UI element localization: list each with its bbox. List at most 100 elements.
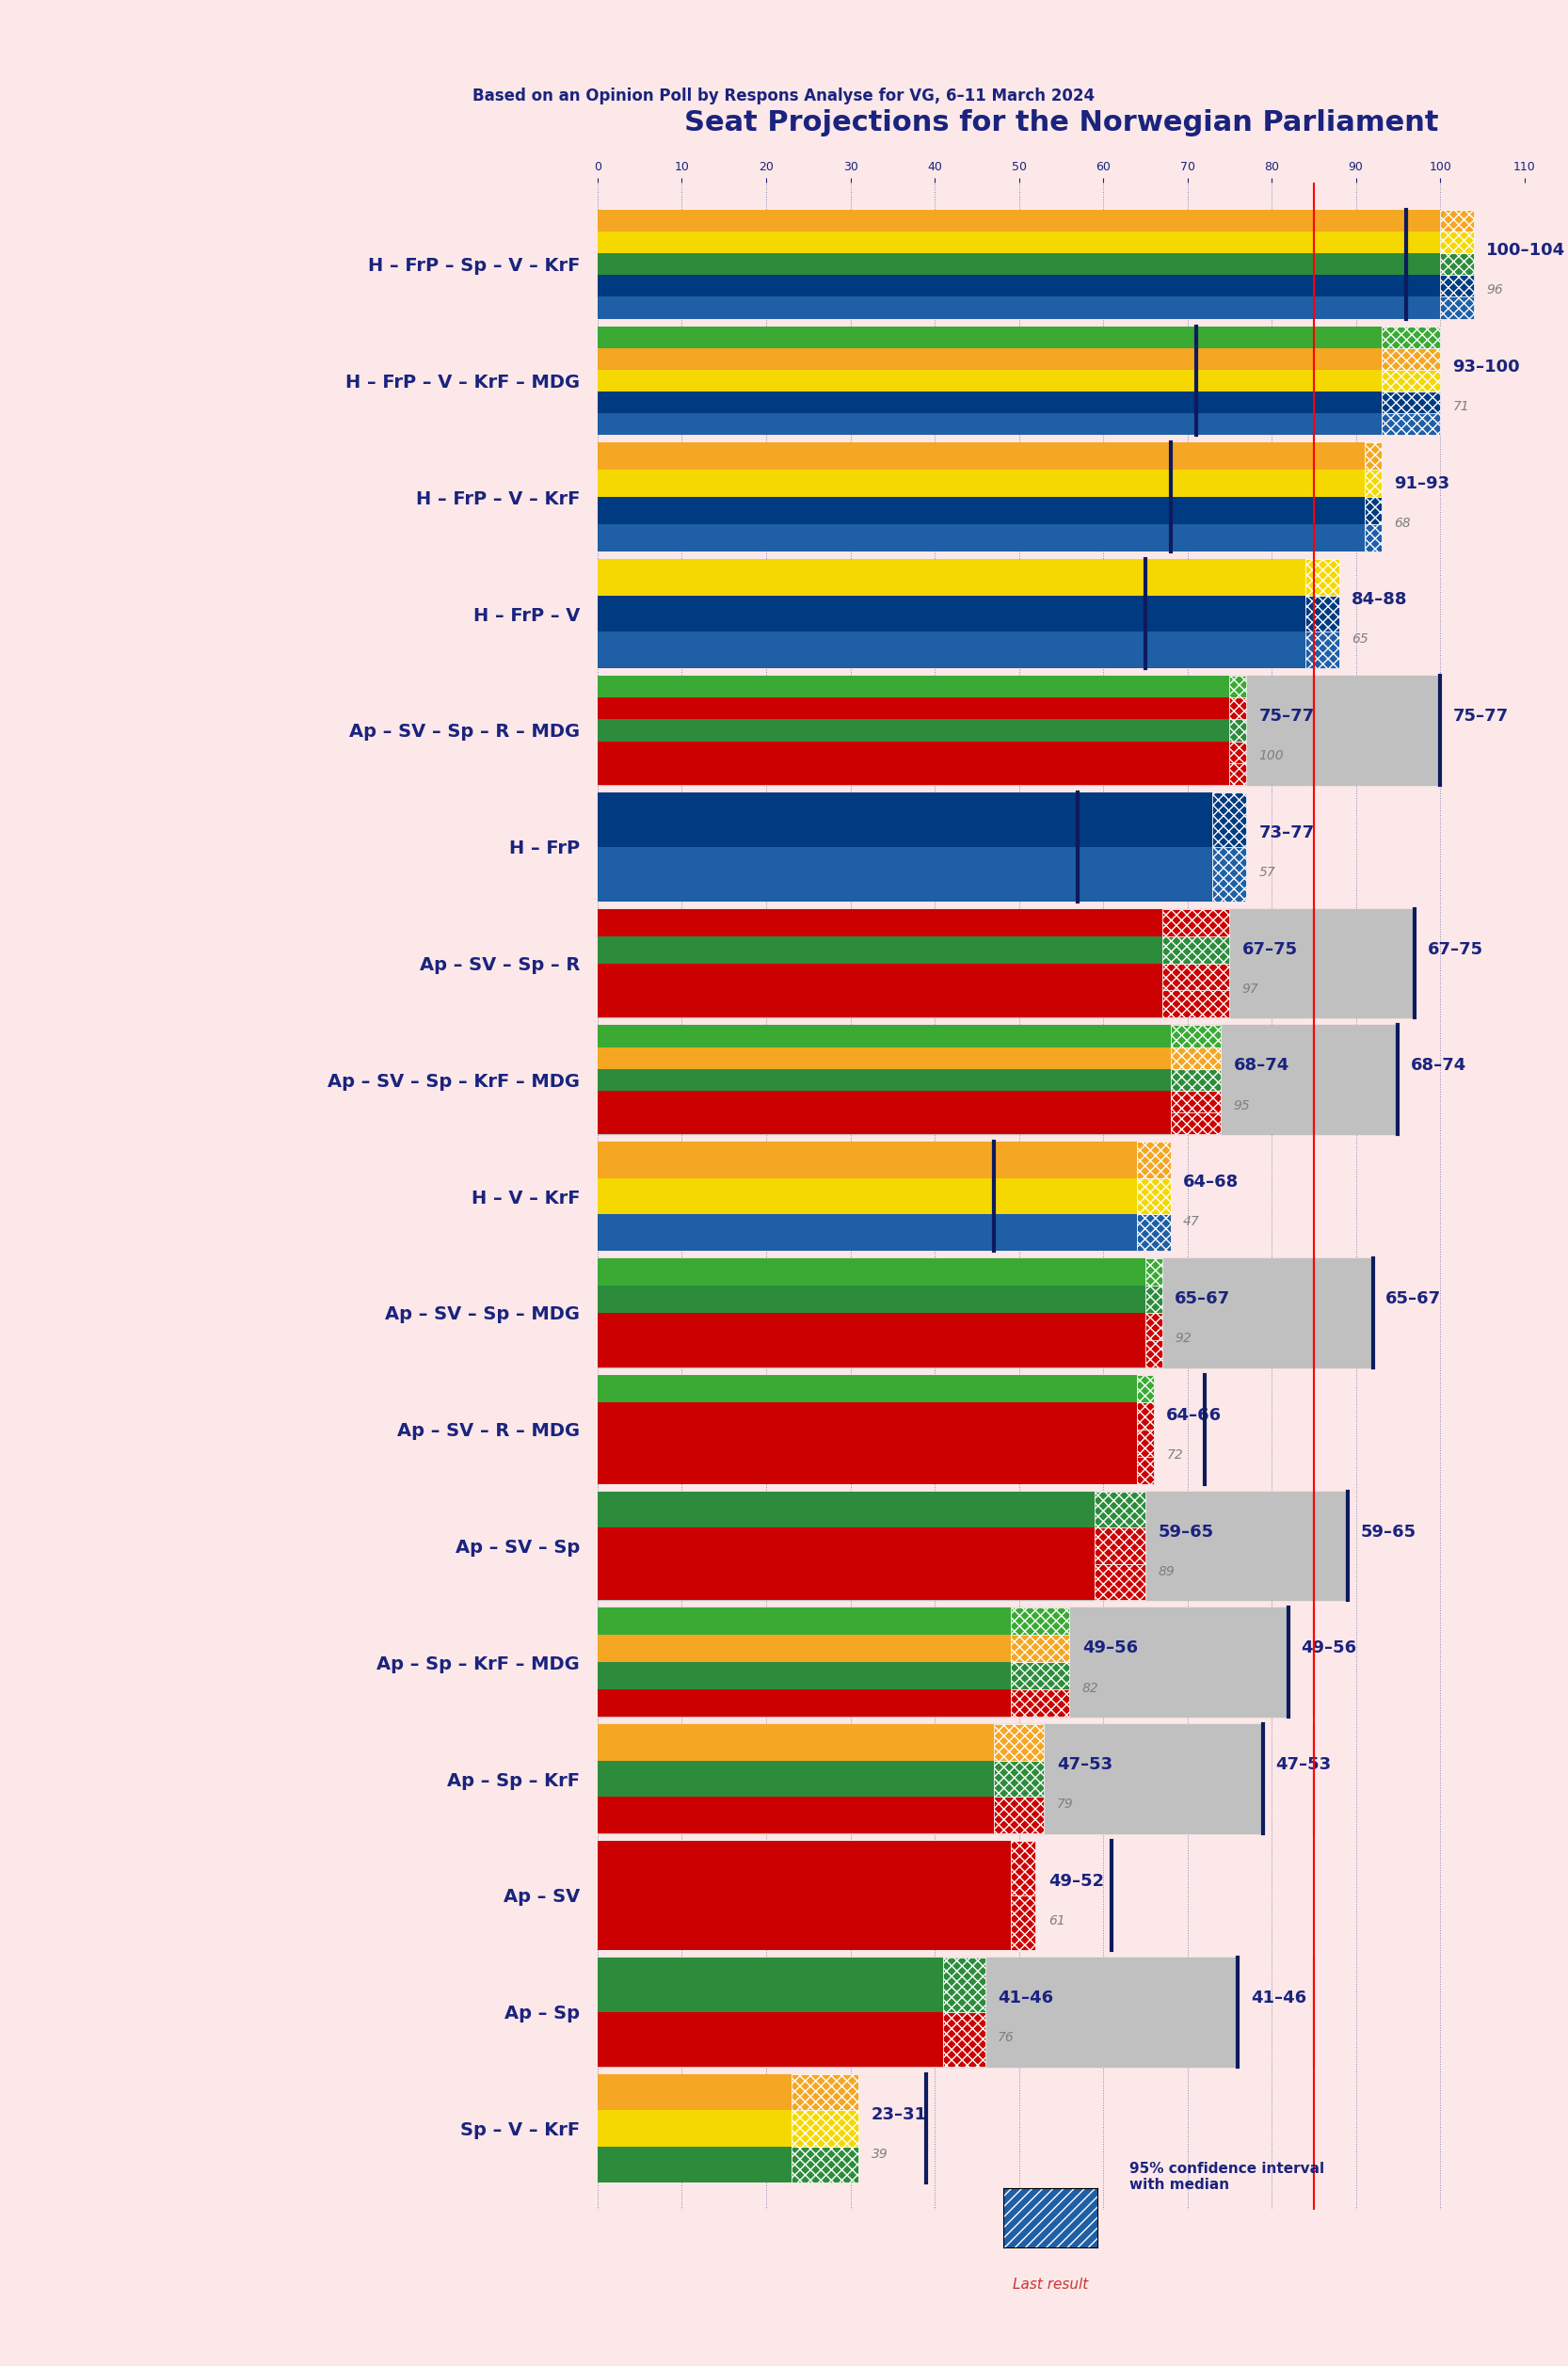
Bar (597, 1214, 1137, 1252)
Text: 100–104: 100–104 (1486, 241, 1566, 258)
Bar (1305, 632, 1339, 667)
Text: 67–75: 67–75 (1242, 942, 1298, 958)
Text: 41–46: 41–46 (997, 1990, 1054, 2006)
Bar (1145, 1339, 1162, 1368)
Bar (597, 1725, 994, 1760)
Bar (1439, 296, 1474, 319)
Bar (1171, 1048, 1221, 1069)
Bar (597, 1663, 1010, 1689)
Bar (1137, 1178, 1171, 1214)
Bar (597, 211, 1439, 232)
Text: 68–74: 68–74 (1234, 1058, 1289, 1074)
Bar (597, 677, 1229, 698)
Bar (597, 1491, 1094, 1528)
Bar (597, 1609, 1010, 1635)
Text: Last result: Last result (1013, 2276, 1088, 2290)
Bar (597, 677, 1439, 786)
Bar (1381, 348, 1439, 369)
Bar (994, 1798, 1044, 1834)
Bar (1171, 1112, 1221, 1133)
Bar (1010, 1689, 1069, 1718)
Text: 75–77: 75–77 (1454, 707, 1508, 724)
Bar (1364, 525, 1381, 551)
Bar (1229, 741, 1247, 762)
Bar (597, 741, 1229, 762)
Text: 92: 92 (1174, 1332, 1192, 1344)
Bar (1439, 253, 1474, 274)
Bar (597, 1313, 1145, 1339)
Bar (597, 471, 1364, 497)
Bar (597, 1895, 1010, 1950)
Bar (597, 963, 1162, 991)
Bar (1145, 1313, 1162, 1339)
Bar (597, 1375, 1137, 1403)
Text: 79: 79 (1057, 1798, 1074, 1810)
Text: 93–100: 93–100 (1454, 357, 1521, 376)
Bar (597, 274, 1439, 296)
Text: 61: 61 (1049, 1914, 1065, 1928)
Bar (1171, 1091, 1221, 1112)
Bar (597, 1957, 942, 2011)
Bar (597, 2075, 792, 2110)
Bar (1439, 211, 1474, 232)
Bar (1381, 327, 1439, 348)
Bar (1229, 698, 1247, 719)
Bar (597, 2146, 792, 2184)
Bar (792, 2110, 859, 2146)
Bar (1381, 393, 1439, 414)
Bar (597, 369, 1381, 393)
Bar (1171, 1069, 1221, 1091)
Text: 97: 97 (1242, 982, 1259, 996)
Text: 72: 72 (1167, 1448, 1182, 1462)
Bar (597, 1798, 994, 1834)
Bar (597, 1048, 1171, 1069)
Bar (1137, 1429, 1154, 1457)
Bar (597, 793, 1212, 847)
Text: 76: 76 (997, 2030, 1014, 2044)
Bar (597, 1429, 1137, 1457)
Title: Seat Projections for the Norwegian Parliament: Seat Projections for the Norwegian Parli… (684, 109, 1438, 137)
Bar (1137, 1375, 1154, 1403)
Bar (597, 937, 1162, 963)
Bar (597, 719, 1229, 741)
Bar (597, 1841, 1010, 1895)
Text: 47: 47 (1184, 1216, 1200, 1228)
Bar (597, 2011, 942, 2066)
Bar (597, 1635, 1010, 1663)
Bar (1145, 1285, 1162, 1313)
Text: 41–46: 41–46 (1251, 1990, 1306, 2006)
Bar (597, 497, 1364, 525)
Bar (792, 2075, 859, 2110)
Bar (597, 1178, 1137, 1214)
Bar (597, 909, 1162, 937)
Text: Based on an Opinion Poll by Respons Analyse for VG, 6–11 March 2024: Based on an Opinion Poll by Respons Anal… (474, 88, 1094, 104)
Bar (597, 991, 1162, 1017)
Bar (1010, 1841, 1036, 1895)
Bar (1229, 762, 1247, 786)
Text: 96: 96 (1486, 284, 1504, 296)
Bar (1094, 1528, 1145, 1564)
Text: 57: 57 (1259, 866, 1276, 880)
Bar (1212, 793, 1247, 847)
Bar (1364, 497, 1381, 525)
Bar (792, 2146, 859, 2184)
Bar (597, 1760, 994, 1798)
Text: 47–53: 47–53 (1276, 1756, 1331, 1774)
Bar (1137, 1457, 1154, 1483)
Bar (597, 232, 1439, 253)
Bar (942, 1957, 985, 2011)
Bar (1137, 1214, 1171, 1252)
Text: 65–67: 65–67 (1174, 1289, 1231, 1308)
Text: 59–65: 59–65 (1157, 1524, 1214, 1540)
Bar (597, 1689, 1010, 1718)
Bar (1171, 1024, 1221, 1048)
Text: 49–56: 49–56 (1082, 1640, 1138, 1656)
Bar (1010, 1635, 1069, 1663)
Bar (942, 2011, 985, 2066)
Text: 68: 68 (1394, 516, 1411, 530)
Bar (597, 1403, 1137, 1429)
Text: 82: 82 (1082, 1682, 1099, 1694)
Bar (597, 2110, 792, 2146)
Bar (597, 1024, 1399, 1133)
Bar (597, 393, 1381, 414)
